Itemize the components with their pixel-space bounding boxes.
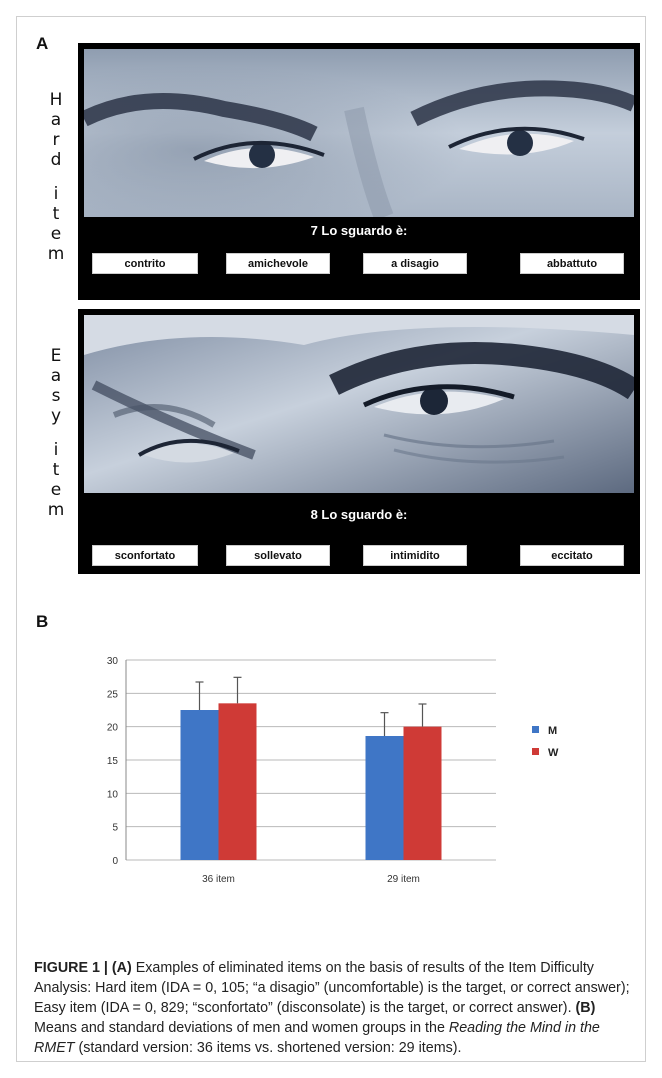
easy-label-letter: y (50, 406, 62, 426)
bar (403, 726, 442, 860)
caption-a-ref: (A) (111, 960, 132, 976)
hard-label-letter: r (52, 130, 60, 150)
y-tick-label: 10 (107, 789, 119, 800)
easy-label-letter: m (47, 500, 65, 520)
easy-option-2: sollevato (226, 545, 330, 566)
x-tick-label: 36 item (202, 874, 235, 885)
hard-item-stimulus: 7 Lo sguardo è: contrito amichevole a di… (78, 43, 640, 300)
chart-svg: 0 5 10 15 20 25 30 36 item 29 item MW (107, 656, 559, 885)
bar-chart: 0 5 10 15 20 25 30 36 item 29 item M W (96, 650, 616, 890)
hard-label-letter: t (52, 204, 60, 224)
bar (218, 703, 257, 860)
hard-option-2: amichevole (226, 253, 330, 274)
panel-a-letter: A (36, 34, 49, 53)
x-tick-label: 29 item (387, 874, 420, 885)
hard-label-letter (44, 170, 68, 184)
bar (180, 710, 219, 860)
easy-option-3: intimidito (363, 545, 467, 566)
caption-text-1: Examples of eliminated items on the basi… (34, 960, 630, 1016)
legend-swatch (532, 726, 539, 733)
hard-label-letter: d (50, 150, 62, 170)
easy-item-eyes-photo (84, 315, 634, 493)
easy-label-letter: a (50, 366, 62, 386)
easy-option-4: eccitato (520, 545, 624, 566)
easy-item-question: 8 Lo sguardo è: (310, 507, 408, 522)
hard-label-letter: m (47, 244, 65, 264)
easy-label-letter: s (51, 386, 61, 406)
y-tick-label: 15 (107, 756, 119, 767)
hard-label-letter: i (53, 184, 59, 204)
hard-item-eyes-photo (84, 49, 634, 217)
legend-label: W (548, 747, 559, 759)
caption-italic: Reading the Mind in the RMET (34, 1020, 600, 1056)
hard-option-3: a disagio (363, 253, 467, 274)
figure-caption: FIGURE 1 | (A) Examples of eliminated it… (34, 958, 638, 1058)
hard-eyes-image (84, 49, 634, 217)
hard-item-question: 7 Lo sguardo è: (310, 223, 408, 238)
legend-label: M (548, 725, 557, 737)
easy-label-letter: i (53, 440, 59, 460)
y-tick-label: 20 (107, 723, 119, 734)
easy-label-letter: E (50, 346, 62, 366)
panel-b-letter: B (36, 612, 49, 631)
easy-label-letter (44, 426, 68, 440)
easy-label-letter: e (50, 480, 62, 500)
y-tick-label: 30 (107, 656, 119, 667)
easy-label-letter: t (52, 460, 60, 480)
easy-eyes-image (84, 315, 634, 493)
caption-text-2: Means and standard deviations of men and… (34, 1020, 449, 1036)
hard-option-1: contrito (92, 253, 198, 274)
y-tick-label: 5 (112, 823, 118, 834)
y-tick-label: 0 (112, 856, 118, 867)
y-tick-label: 25 (107, 689, 119, 700)
easy-item-stimulus: 8 Lo sguardo è: sconfortato sollevato in… (78, 309, 640, 574)
hard-label-letter: H (49, 90, 63, 110)
easy-option-1: sconfortato (92, 545, 198, 566)
bar (365, 736, 404, 860)
caption-label: FIGURE 1 | (34, 960, 112, 976)
hard-label-letter: a (50, 110, 62, 130)
hard-label-letter: e (50, 224, 62, 244)
hard-option-4: abbattuto (520, 253, 624, 274)
caption-text-3: (standard version: 36 items vs. shortene… (74, 1040, 462, 1056)
caption-b-ref: (B) (575, 1000, 596, 1016)
legend-swatch (532, 748, 539, 755)
